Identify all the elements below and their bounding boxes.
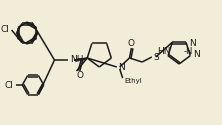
Text: HN: HN [157,47,170,56]
Text: N: N [193,50,200,59]
Text: -N: -N [184,47,193,56]
Text: Ethyl: Ethyl [125,78,142,84]
Text: O: O [76,72,83,80]
Text: NH: NH [70,55,83,64]
Text: N: N [189,39,196,48]
Text: Cl: Cl [1,24,10,34]
Text: N: N [118,63,125,72]
Text: S: S [154,52,160,62]
Text: O: O [128,40,135,48]
Text: Cl: Cl [5,80,14,90]
